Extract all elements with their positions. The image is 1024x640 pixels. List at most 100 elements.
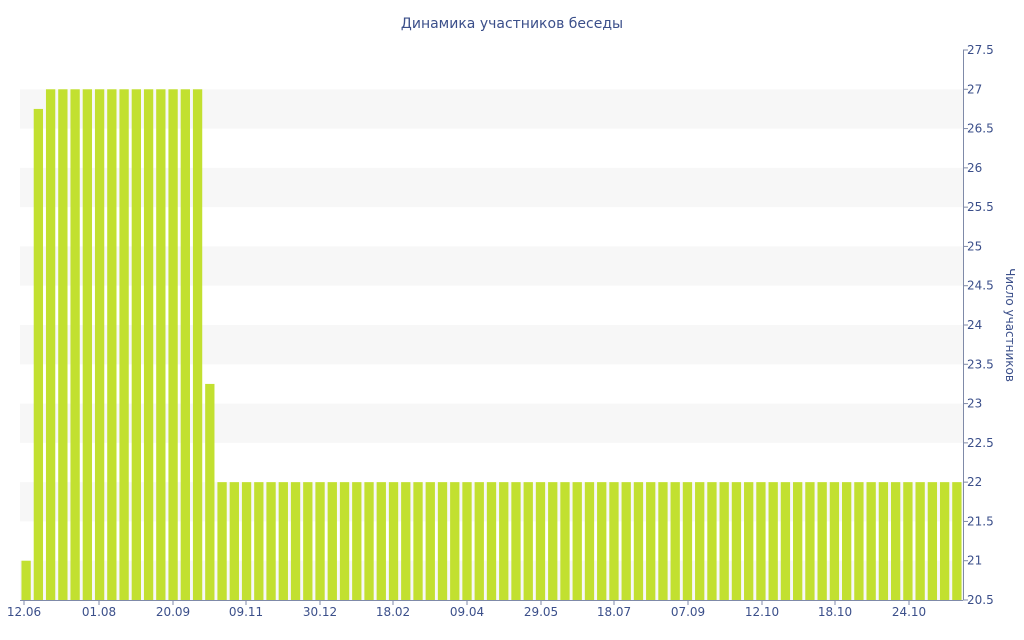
y-axis-ticks: 20.5 21 21.5 22 22.5 23 23.5 24 24.5 25 25.5 26 26.5… [963, 43, 994, 607]
bar [609, 482, 619, 600]
bar [535, 482, 546, 600]
bar [352, 482, 362, 600]
bar [499, 482, 509, 600]
bar [854, 482, 864, 600]
bar [646, 482, 656, 600]
bar [303, 482, 313, 600]
y-tick-label: 27.5 [967, 43, 994, 57]
bar [633, 482, 644, 600]
bar [842, 482, 852, 600]
bar [548, 482, 558, 600]
bar [364, 482, 374, 600]
x-tick-label: 07.09 [671, 605, 705, 619]
bar [192, 89, 203, 601]
bar [903, 482, 913, 600]
x-tick-label: 09.04 [450, 605, 484, 619]
bar [241, 482, 252, 600]
bar [584, 482, 595, 600]
bar [572, 482, 582, 600]
bar [768, 482, 778, 600]
y-tick-label: 24 [967, 318, 982, 332]
x-tick-label: 18.10 [818, 605, 852, 619]
bar [45, 89, 56, 601]
bar [731, 482, 742, 600]
bar [805, 482, 815, 600]
bars [21, 89, 962, 601]
y-tick-label: 21.5 [967, 514, 994, 528]
bar [327, 482, 337, 600]
bar [682, 482, 693, 600]
bar [560, 482, 570, 600]
bar [58, 89, 68, 601]
y-axis-title: Число участников [1003, 268, 1017, 382]
bar [156, 89, 166, 601]
y-tick-label: 22.5 [967, 436, 994, 450]
bar [952, 482, 962, 600]
x-tick-label: 29.05 [524, 605, 558, 619]
bar [756, 482, 766, 600]
y-tick-label: 22 [967, 475, 982, 489]
bar [168, 89, 178, 601]
y-tick-label: 27 [967, 82, 982, 96]
bar [278, 482, 288, 600]
bar [180, 89, 190, 601]
x-tick-label: 30.12 [303, 605, 337, 619]
y-tick-label: 26 [967, 161, 982, 175]
bar [401, 482, 411, 600]
bar [217, 482, 227, 600]
bar [829, 482, 840, 600]
bar [131, 89, 141, 601]
bar [597, 482, 607, 600]
y-tick-label: 25 [967, 239, 982, 253]
bar [523, 482, 533, 600]
bar [70, 89, 80, 601]
bar [486, 482, 497, 600]
bar [817, 482, 827, 600]
bar [878, 482, 889, 600]
bar [866, 482, 876, 600]
y-tick-label: 26.5 [967, 122, 994, 136]
y-tick-label: 20.5 [967, 593, 994, 607]
bar [290, 482, 301, 600]
bar [82, 89, 93, 601]
y-tick-label: 25.5 [967, 200, 994, 214]
bar [376, 482, 386, 600]
bar [462, 482, 472, 600]
x-axis-ticks: 12.06 01.08 20.09 09.11 30.12 18.02 09.04 29.05… [7, 600, 926, 619]
bar [939, 482, 950, 600]
bar [695, 482, 705, 600]
x-tick-label: 12.10 [745, 605, 779, 619]
bar [793, 482, 803, 600]
bar [413, 482, 423, 600]
x-tick-label: 01.08 [82, 605, 116, 619]
y-tick-label: 23.5 [967, 357, 994, 371]
bar [143, 89, 154, 601]
bar [119, 89, 129, 601]
bar [33, 108, 44, 600]
bar [658, 482, 668, 600]
x-tick-label: 12.06 [7, 605, 41, 619]
bar [425, 482, 435, 600]
bar [437, 482, 448, 600]
y-tick-label: 23 [967, 397, 982, 411]
bar [94, 89, 105, 601]
bar [890, 482, 901, 600]
x-tick-label: 24.10 [892, 605, 926, 619]
y-tick-label: 21 [967, 554, 982, 568]
bar [719, 482, 729, 600]
bar [107, 89, 117, 601]
bar [474, 482, 484, 600]
y-tick-label: 24.5 [967, 279, 994, 293]
bar [707, 482, 717, 600]
bar [339, 482, 350, 600]
bar [315, 482, 325, 600]
x-tick-label: 18.02 [376, 605, 410, 619]
bar [744, 482, 754, 600]
chart-title: Динамика участников беседы [401, 16, 623, 32]
bar [915, 482, 925, 600]
bar [670, 482, 680, 600]
bar [254, 482, 264, 600]
x-tick-label: 09.11 [229, 605, 263, 619]
bar [388, 482, 399, 600]
